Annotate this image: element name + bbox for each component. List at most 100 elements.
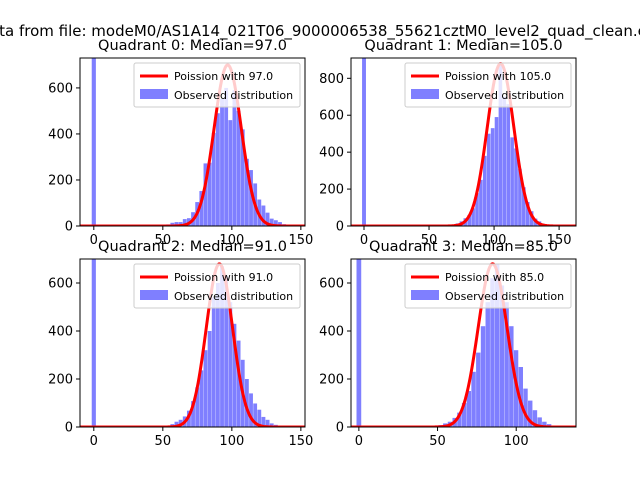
histogram-bar: [220, 266, 224, 427]
histogram-bar: [215, 283, 220, 427]
plot-area: [351, 58, 576, 226]
legend: Poission with 97.0 Observed distribution: [133, 62, 301, 108]
histogram-bar: [170, 222, 175, 226]
histogram-bar: [215, 113, 220, 226]
histogram-bar: [499, 285, 505, 427]
legend-hist-swatch: [411, 89, 439, 99]
legend-line-label: Poission with 105.0: [445, 70, 551, 83]
y-tick-label: 600: [48, 277, 73, 292]
histogram-bar: [269, 423, 274, 427]
histogram-bar: [529, 211, 534, 226]
histogram-bar: [240, 129, 245, 226]
x-tick-label: 50: [155, 434, 172, 449]
legend-hist-label: Observed distribution: [445, 290, 564, 303]
histogram-bar: [509, 326, 514, 427]
histogram-bar: [485, 302, 490, 427]
histogram-bar: [466, 391, 472, 427]
histogram-bar: [518, 168, 522, 226]
legend-hist-swatch: [140, 89, 168, 99]
plot-area: [80, 58, 305, 226]
histogram-bar: [532, 410, 538, 427]
histogram-bar: [265, 419, 270, 427]
histogram-bar: [236, 110, 241, 226]
axes-frame: [79, 258, 306, 428]
y-tick-label: 800: [319, 72, 344, 87]
histogram-bar: [195, 387, 200, 427]
histogram-bar: [522, 187, 526, 226]
y-tick-label: 0: [336, 421, 344, 436]
x-tick-label: 50: [155, 233, 172, 248]
axes-frame: [350, 57, 577, 227]
x-tick-label: 100: [219, 434, 244, 449]
y-tick-label: 200: [319, 373, 344, 388]
histogram-bar: [483, 155, 487, 226]
y-tick-label: 400: [319, 325, 344, 340]
y-tick-label: 600: [48, 81, 73, 96]
x-tick-label: 0: [90, 434, 98, 449]
histogram-bar: [232, 323, 237, 427]
y-tick-label: 200: [48, 373, 73, 388]
histogram-bar: [510, 137, 514, 226]
histogram-bar: [528, 400, 533, 427]
y-tick-label: 600: [319, 277, 344, 292]
y-tick-label: 400: [48, 325, 73, 340]
subplot-title: Quadrant 3: Median=85.0: [369, 239, 558, 255]
histogram-bar: [261, 205, 266, 226]
legend-hist-label: Observed distribution: [174, 89, 293, 102]
legend: Poission with 105.0 Observed distribution: [404, 62, 572, 108]
poisson-curve: [351, 62, 576, 226]
histogram-bar: [211, 132, 216, 226]
y-tick-label: 400: [48, 127, 73, 142]
y-tick-label: 600: [319, 109, 344, 124]
axes-frame: [350, 258, 577, 428]
histogram-bar: [244, 158, 249, 226]
histogram-bar: [174, 222, 179, 226]
legend: Poission with 91.0 Observed distribution: [133, 263, 301, 309]
histogram-bar: [191, 401, 195, 427]
x-tick-label: 150: [288, 434, 313, 449]
x-tick-label: 100: [219, 233, 244, 248]
y-tick-label: 200: [48, 173, 73, 188]
subplot-title: Quadrant 1: Median=105.0: [364, 38, 562, 54]
histogram-bar: [504, 302, 509, 427]
histogram-bar: [490, 278, 495, 427]
x-tick-label: 100: [482, 233, 507, 248]
histogram-bar: [220, 98, 224, 226]
x-tick-label: 0: [355, 434, 363, 449]
histogram-bar: [479, 179, 483, 226]
histogram-bar: [199, 370, 204, 427]
legend-hist-swatch: [411, 290, 439, 300]
x-tick-label: 0: [360, 233, 368, 248]
histogram-bar: [199, 191, 204, 226]
histogram-bar: [265, 212, 270, 226]
legend-frame: [404, 62, 572, 108]
legend-hist-swatch: [140, 290, 168, 300]
subplot-quadrant-0: 0 50 100 150 0 200 400 600 Poission with 97.0 Obs…: [48, 38, 313, 248]
histogram-bar: [253, 403, 258, 427]
histogram-bar: [249, 393, 253, 427]
legend: Poission with 85.0 Observed distribution: [404, 263, 572, 309]
histogram-bar-zero: [362, 58, 366, 226]
y-tick-label: 0: [336, 220, 344, 235]
histogram-bar: [467, 214, 472, 226]
histogram-bar: [228, 120, 233, 226]
histogram-bar: [211, 297, 216, 427]
subplot-quadrant-3: 0 50 100 0 200 400 600 Poission with 85.0 Observ…: [319, 239, 577, 449]
histogram-bar: [494, 117, 499, 226]
subplot-title: Quadrant 2: Median=91.0: [98, 239, 287, 255]
histogram-bar: [471, 371, 476, 427]
histogram-bar: [224, 275, 229, 427]
poisson-curve: [351, 262, 576, 427]
histogram-bar: [244, 379, 249, 427]
histogram-bar: [514, 148, 518, 226]
y-tick-label: 0: [65, 220, 73, 235]
x-tick-label: 100: [504, 434, 529, 449]
histogram-bar: [542, 421, 547, 427]
legend-line-label: Poission with 85.0: [445, 271, 544, 284]
y-tick-label: 400: [319, 146, 344, 161]
histogram-bar: [269, 218, 274, 226]
plot-area: [351, 259, 576, 427]
subplot-grid: 0 50 100 150 0 200 400 600 Poission with 97.0 Obs…: [48, 38, 577, 449]
